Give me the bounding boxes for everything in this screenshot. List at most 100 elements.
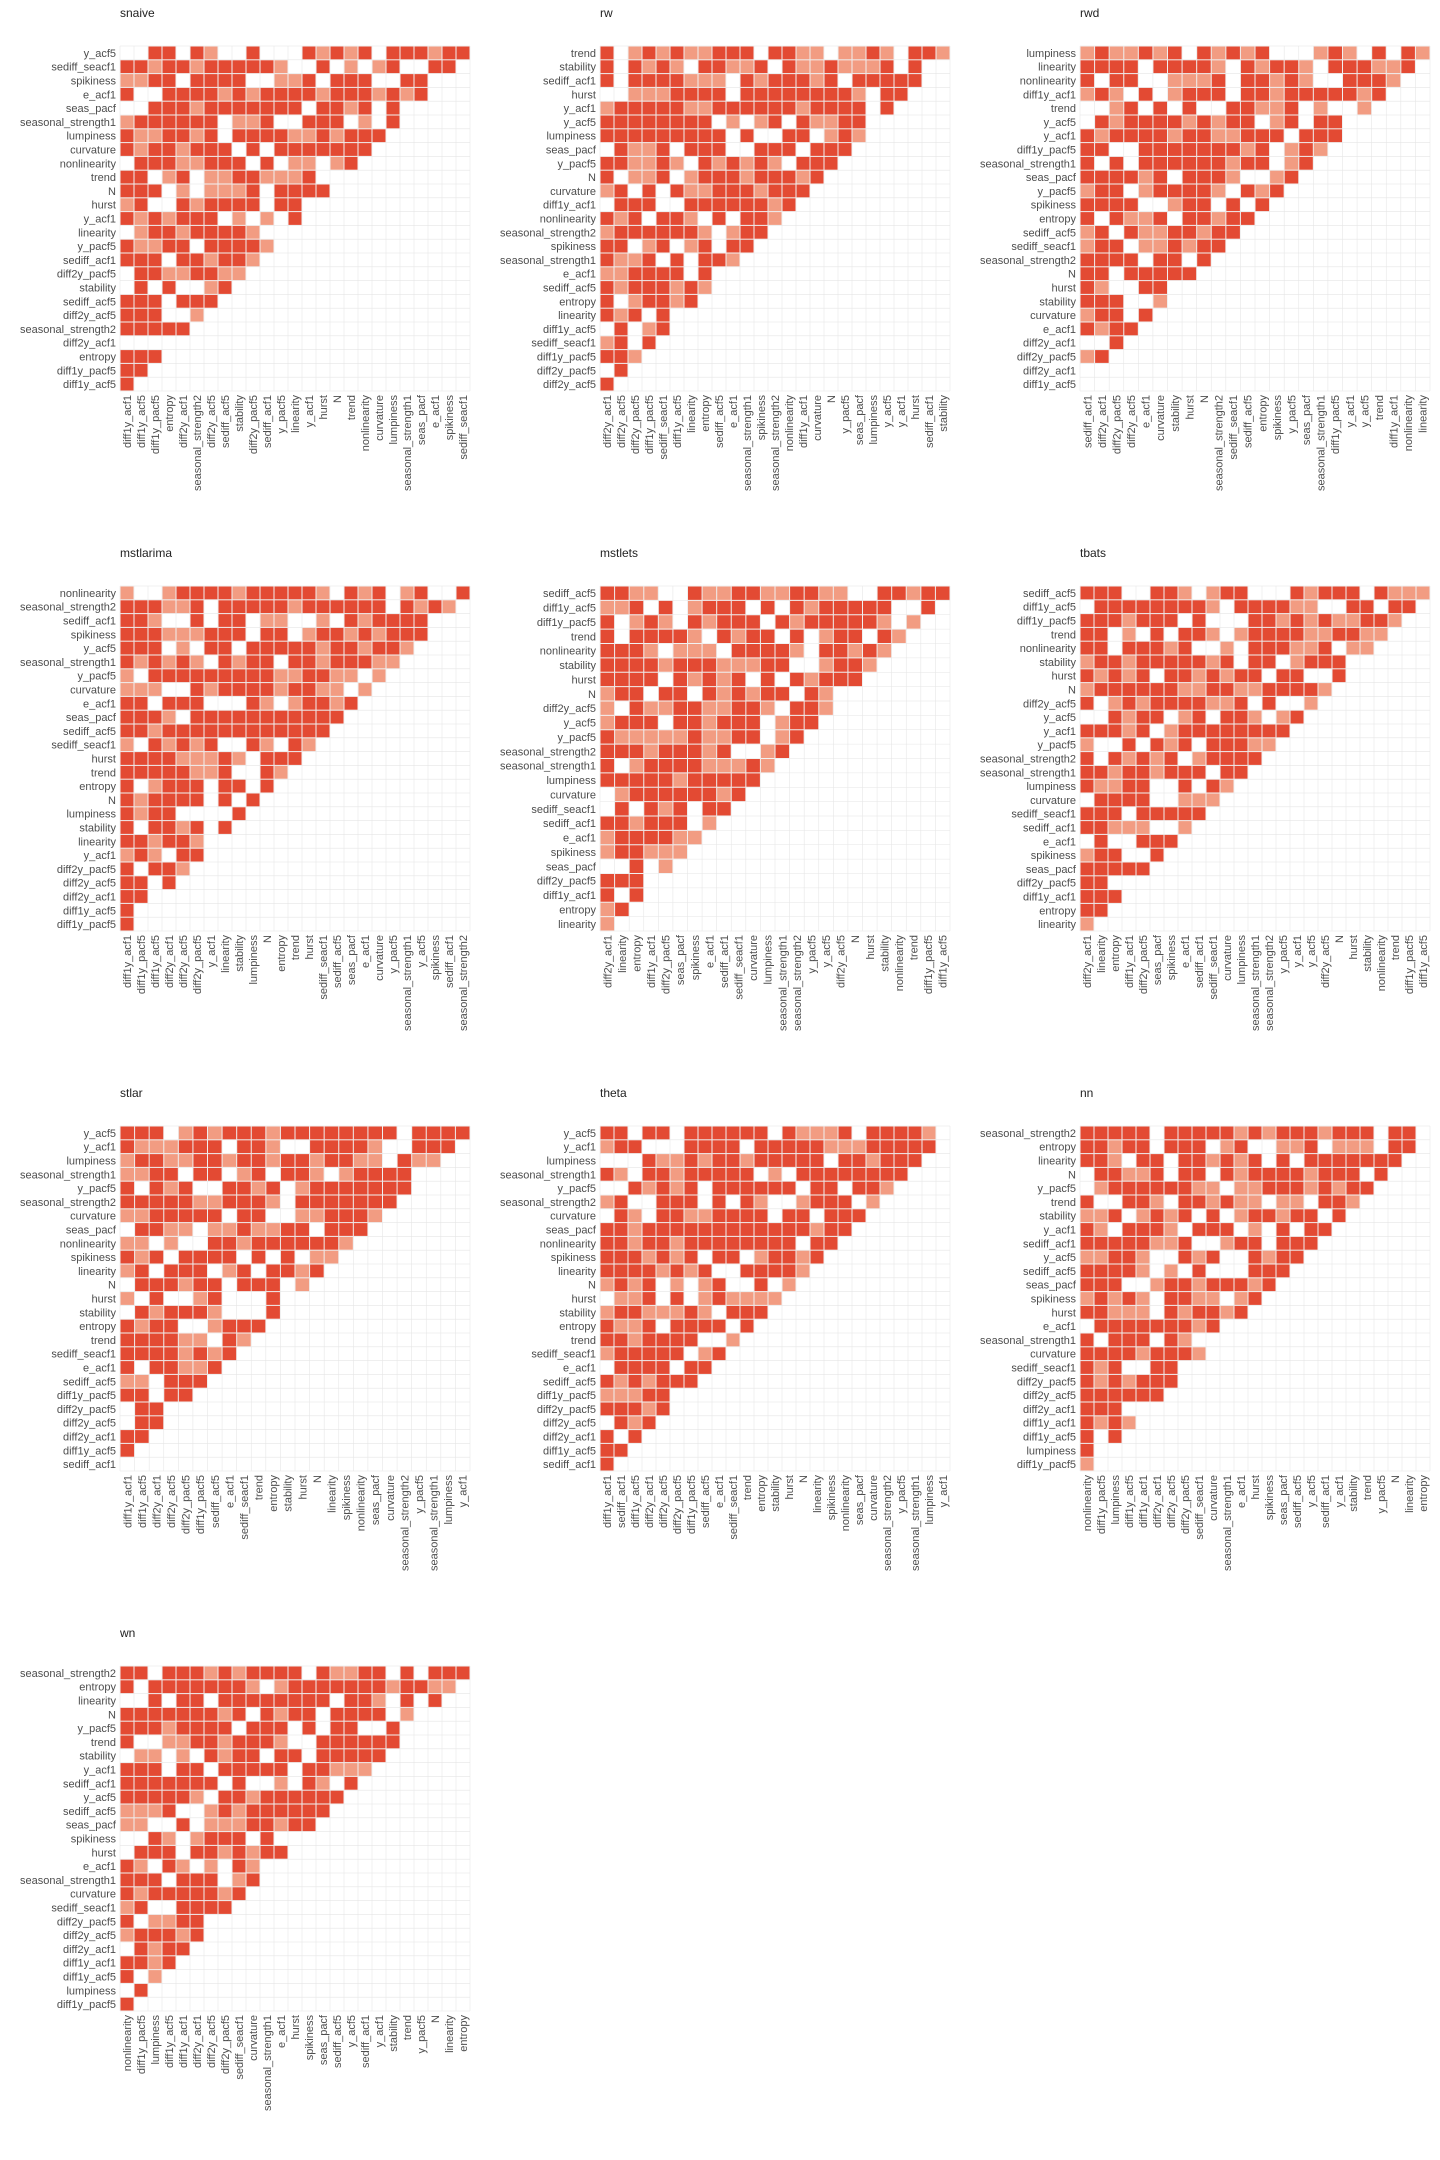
row-tick-label: diff2y_acf5 bbox=[543, 379, 596, 391]
heatmap-cell bbox=[656, 1305, 670, 1319]
heatmap-cell bbox=[218, 765, 232, 779]
heatmap-cell bbox=[1122, 1223, 1136, 1236]
heatmap-cell bbox=[164, 1154, 178, 1167]
heatmap-cell bbox=[1304, 1140, 1318, 1154]
heatmap-cell bbox=[353, 1209, 368, 1223]
heatmap-cell bbox=[134, 834, 148, 848]
heatmap-cell bbox=[1262, 600, 1276, 614]
heatmap-cell bbox=[1318, 683, 1332, 696]
heatmap-cell bbox=[746, 629, 760, 643]
heatmap-cell bbox=[1094, 876, 1108, 890]
heatmap-cell bbox=[193, 1264, 207, 1278]
heatmap-cell bbox=[135, 1250, 149, 1264]
heatmap-cell bbox=[204, 129, 218, 143]
heatmap-cell bbox=[1197, 156, 1211, 170]
heatmap-cell bbox=[1095, 143, 1109, 156]
heatmap-cell bbox=[1095, 198, 1109, 212]
heatmap-cell bbox=[1095, 267, 1109, 281]
row-tick-label: entropy bbox=[1039, 214, 1076, 226]
heatmap-cell bbox=[1080, 1305, 1094, 1319]
heatmap-cell bbox=[1290, 1167, 1304, 1181]
heatmap-cell bbox=[330, 101, 344, 115]
heatmap-cell bbox=[698, 1361, 712, 1374]
col-tick-label: stability bbox=[770, 1475, 782, 1512]
heatmap-cell bbox=[176, 253, 190, 267]
heatmap-cell bbox=[176, 1873, 190, 1887]
heatmap-cell bbox=[600, 874, 615, 888]
heatmap-cell bbox=[1150, 752, 1164, 765]
heatmap-cell bbox=[208, 1278, 222, 1292]
heatmap-cell bbox=[120, 876, 134, 890]
heatmap-cell bbox=[316, 1735, 330, 1749]
heatmap-cell bbox=[1248, 1236, 1262, 1250]
heatmap-cell bbox=[316, 87, 330, 101]
col-tick-label: diff1y_pacf5 bbox=[195, 1475, 207, 1534]
heatmap-cell bbox=[852, 1154, 866, 1167]
heatmap-cell bbox=[629, 759, 644, 773]
heatmap-cell bbox=[642, 1236, 656, 1250]
heatmap-cell bbox=[1150, 1209, 1164, 1223]
heatmap-cell bbox=[768, 1250, 782, 1264]
heatmap-cell bbox=[658, 830, 673, 845]
heatmap-cell bbox=[1234, 1236, 1248, 1250]
heatmap-cell bbox=[1153, 101, 1167, 115]
heatmap-cell bbox=[1318, 1167, 1332, 1181]
heatmap-cell bbox=[148, 1694, 162, 1707]
heatmap-cell bbox=[274, 1818, 288, 1832]
heatmap-cell bbox=[120, 1818, 134, 1832]
heatmap-cell bbox=[698, 253, 712, 267]
row-tick-label: y_acf1 bbox=[84, 1142, 116, 1154]
heatmap-cell bbox=[1318, 1126, 1332, 1140]
row-tick-label: seasonal_strength1 bbox=[980, 767, 1076, 779]
heatmap-cell bbox=[1136, 1154, 1150, 1167]
row-tick-label: entropy bbox=[1039, 905, 1076, 917]
col-tick-label: seasonal_strength2 bbox=[1264, 935, 1276, 1031]
heatmap-cell bbox=[712, 1319, 726, 1333]
heatmap-cell bbox=[698, 87, 712, 101]
heatmap-cell bbox=[670, 253, 684, 267]
heatmap-cell bbox=[1178, 1319, 1192, 1333]
heatmap-cell bbox=[302, 641, 316, 655]
heatmap-cell bbox=[1124, 253, 1138, 267]
heatmap-cell bbox=[1136, 1264, 1150, 1278]
heatmap-cell bbox=[1360, 1154, 1374, 1167]
heatmap-cell bbox=[358, 1680, 372, 1694]
col-tick-label: hurst bbox=[297, 1475, 309, 1499]
heatmap-cell bbox=[1313, 115, 1328, 129]
heatmap-cell bbox=[1080, 765, 1094, 779]
row-tick-label: e_acf1 bbox=[1043, 324, 1076, 336]
heatmap-cell bbox=[274, 765, 288, 779]
heatmap-cell bbox=[120, 669, 134, 683]
heatmap-cell bbox=[1094, 903, 1108, 917]
col-tick-label: diff1y_acf1 bbox=[602, 1475, 614, 1528]
heatmap-cell bbox=[232, 60, 246, 74]
heatmap-cell bbox=[120, 1887, 134, 1901]
col-tick-label: sediff_acf1 bbox=[1082, 395, 1094, 448]
heatmap-cell bbox=[600, 1126, 614, 1140]
heatmap-cell bbox=[642, 1347, 656, 1361]
heatmap-cell bbox=[162, 738, 176, 752]
heatmap-cell bbox=[204, 87, 218, 101]
col-tick-label: diff2y_acf1 bbox=[151, 1475, 163, 1528]
grid bbox=[119, 585, 471, 932]
col-tick-label: diff1y_pacf5 bbox=[150, 395, 162, 454]
heatmap-cell bbox=[1168, 129, 1182, 143]
col-tick-label: curvature bbox=[1208, 1475, 1220, 1521]
heatmap-cell bbox=[1276, 1250, 1290, 1264]
heatmap-cell bbox=[310, 1236, 324, 1250]
heatmap-cell bbox=[740, 46, 754, 60]
row-tick-label: nonlinearity bbox=[1020, 643, 1077, 655]
heatmap-cell bbox=[740, 225, 754, 239]
heatmap-cell bbox=[1276, 710, 1290, 724]
heatmap-cell bbox=[302, 1818, 316, 1832]
heatmap-cell bbox=[176, 143, 190, 156]
heatmap-cell bbox=[1192, 600, 1206, 614]
heatmap-cell bbox=[1234, 765, 1248, 779]
col-tick-label: diff1y_acf5 bbox=[938, 935, 950, 988]
heatmap-cell bbox=[804, 672, 819, 687]
heatmap-cell bbox=[775, 730, 790, 744]
heatmap-cell bbox=[266, 1264, 280, 1278]
heatmap-cell bbox=[310, 1154, 324, 1167]
heatmap-cell bbox=[344, 74, 358, 87]
heatmap-cell bbox=[295, 1126, 310, 1140]
